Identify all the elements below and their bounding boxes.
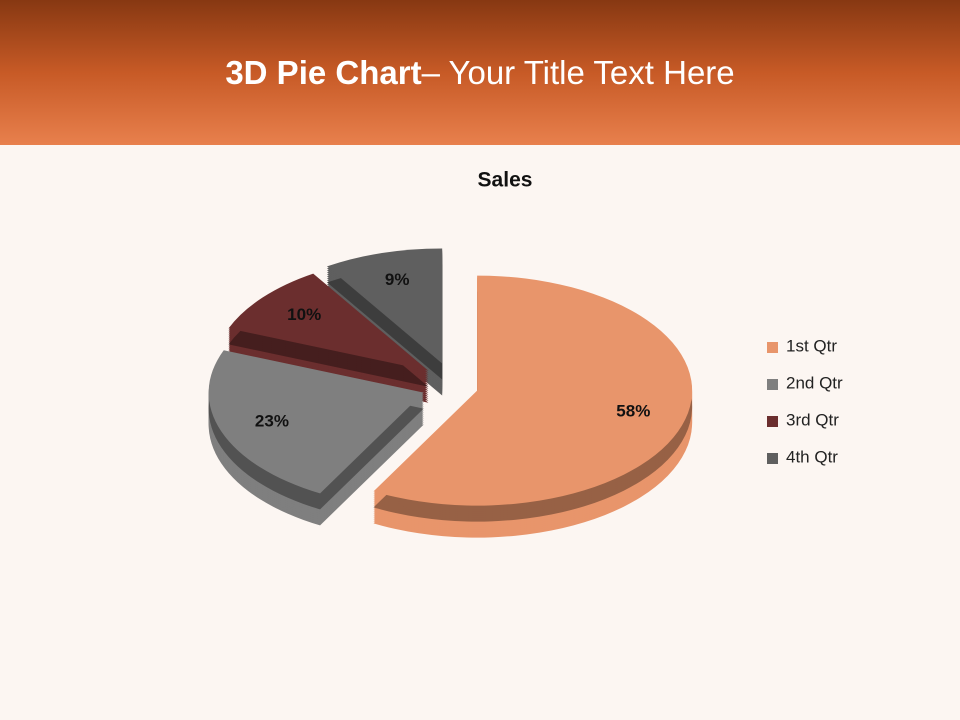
slice	[326, 248, 443, 364]
data-label: 23%	[255, 411, 289, 430]
legend-label: 4th Qtr	[786, 447, 838, 466]
legend-label: 1st Qtr	[786, 336, 837, 355]
legend-swatch	[767, 453, 778, 464]
data-label: 58%	[616, 402, 650, 421]
slide-header: 3D Pie Chart – Your Title Text Here	[0, 0, 960, 145]
chart-title: Sales	[478, 169, 533, 192]
legend-swatch	[767, 416, 778, 427]
data-label: 9%	[385, 270, 410, 289]
chart: Sales 58% 23% 10% 9% 1st Qtr 2nd Qtr 3rd Qtr 4t…	[208, 169, 843, 538]
slice	[208, 350, 424, 494]
slice	[373, 275, 693, 506]
title-bold: 3D Pie Chart	[225, 53, 422, 91]
legend-label: 2nd Qtr	[786, 373, 843, 392]
data-label: 10%	[287, 305, 321, 324]
slice	[228, 273, 429, 371]
legend-label: 3rd Qtr	[786, 410, 839, 429]
legend-swatch	[767, 379, 778, 390]
title-rest: – Your Title Text Here	[421, 53, 735, 91]
legend-swatch	[767, 342, 778, 353]
